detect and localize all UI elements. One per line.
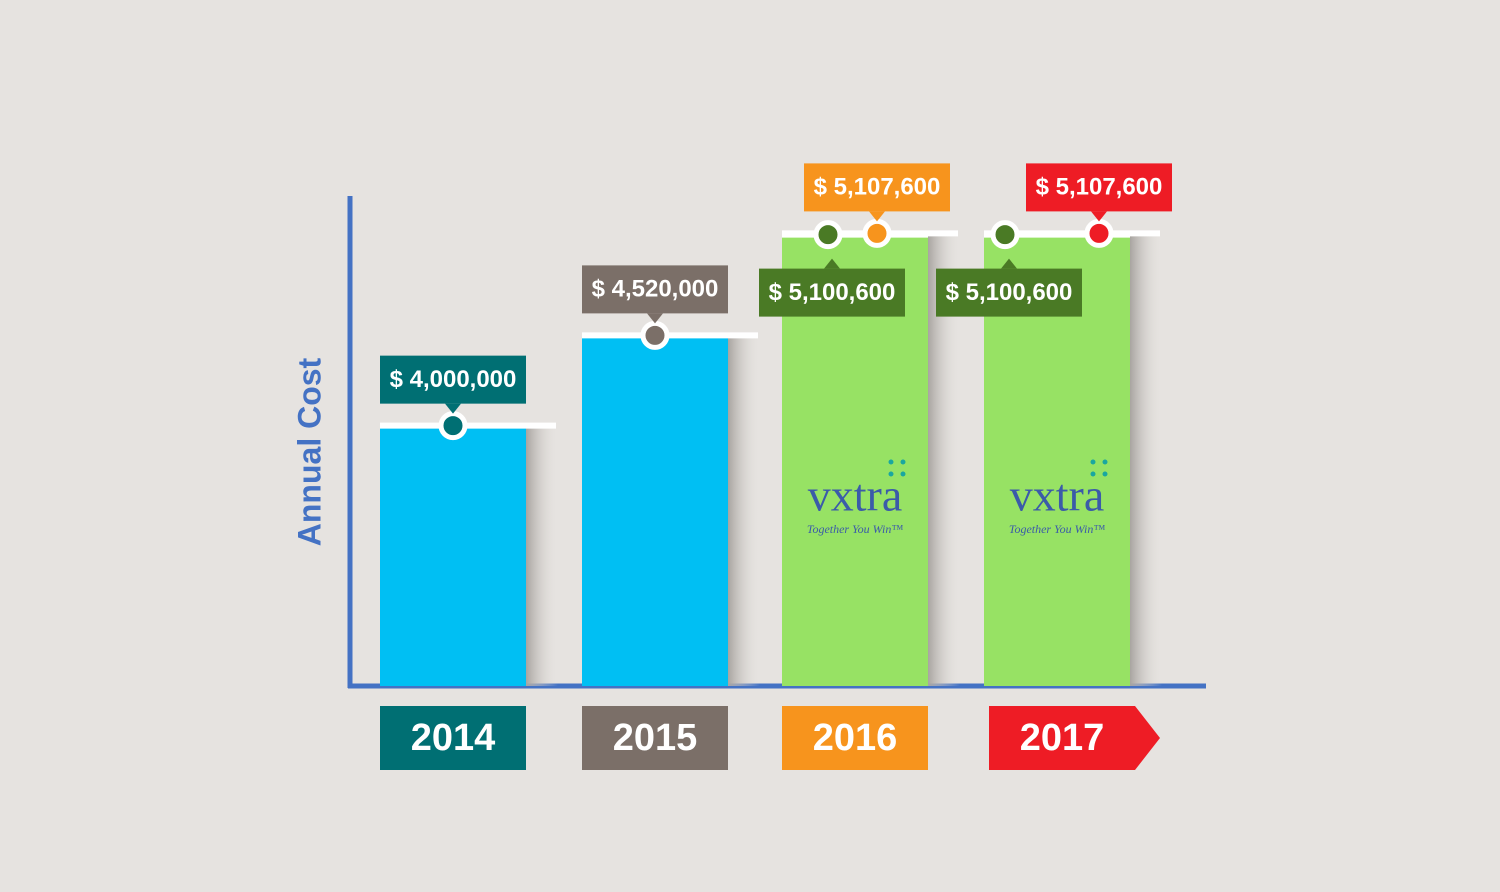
x-tick-label: 2017 — [1020, 717, 1105, 759]
category-box — [782, 706, 928, 770]
value-label: $ 5,100,600 — [946, 279, 1073, 306]
value-label-box — [1026, 163, 1172, 212]
bar-marker — [862, 218, 892, 248]
value-label-pointer — [1091, 211, 1107, 222]
logo-text: vxtra — [1010, 470, 1105, 521]
bar-marker — [438, 411, 468, 441]
bar-shadow — [728, 335, 760, 686]
value-label-pointer — [869, 211, 885, 222]
category-box — [380, 706, 526, 770]
x-tick-label: 2016 — [813, 717, 898, 759]
category-box — [989, 706, 1160, 770]
value-label-pointer — [824, 258, 840, 269]
value-label: $ 5,107,600 — [814, 174, 941, 201]
value-label-box — [759, 268, 905, 317]
y-axis-label: Annual Cost — [291, 357, 327, 546]
value-label-box — [936, 268, 1082, 317]
logo-dot — [1102, 471, 1108, 477]
logo-dot — [1090, 471, 1096, 477]
logo-dot — [1102, 459, 1108, 465]
logo-dot — [1090, 459, 1096, 465]
value-label-box — [380, 355, 526, 404]
value-label-box — [804, 163, 950, 212]
value-label-pointer — [445, 403, 461, 414]
logo-tagline: Together You Win™ — [1009, 522, 1105, 536]
value-label: $ 5,100,600 — [769, 279, 896, 306]
x-tick-label: 2015 — [613, 717, 698, 759]
value-label: $ 4,520,000 — [592, 276, 719, 303]
logo-dot — [900, 459, 906, 465]
bar-shadow — [526, 425, 558, 686]
category-box — [582, 706, 728, 770]
value-label-pointer — [1001, 258, 1017, 269]
logo-dot — [888, 471, 894, 477]
logo-tagline: Together You Win™ — [807, 522, 903, 536]
bar-marker — [640, 320, 670, 350]
value-label-box — [582, 265, 728, 314]
bar — [582, 335, 728, 686]
value-label: $ 4,000,000 — [390, 366, 517, 393]
bar-shadow — [1130, 233, 1162, 686]
x-tick-label: 2014 — [411, 717, 496, 759]
logo-dot — [900, 471, 906, 477]
bar — [380, 425, 526, 686]
logo-dot — [888, 459, 894, 465]
bar-marker — [990, 220, 1020, 250]
logo-text: vxtra — [808, 470, 903, 521]
bar-marker — [1084, 218, 1114, 248]
value-label: $ 5,107,600 — [1036, 174, 1163, 201]
value-label-pointer — [647, 313, 663, 324]
bar-marker — [813, 220, 843, 250]
